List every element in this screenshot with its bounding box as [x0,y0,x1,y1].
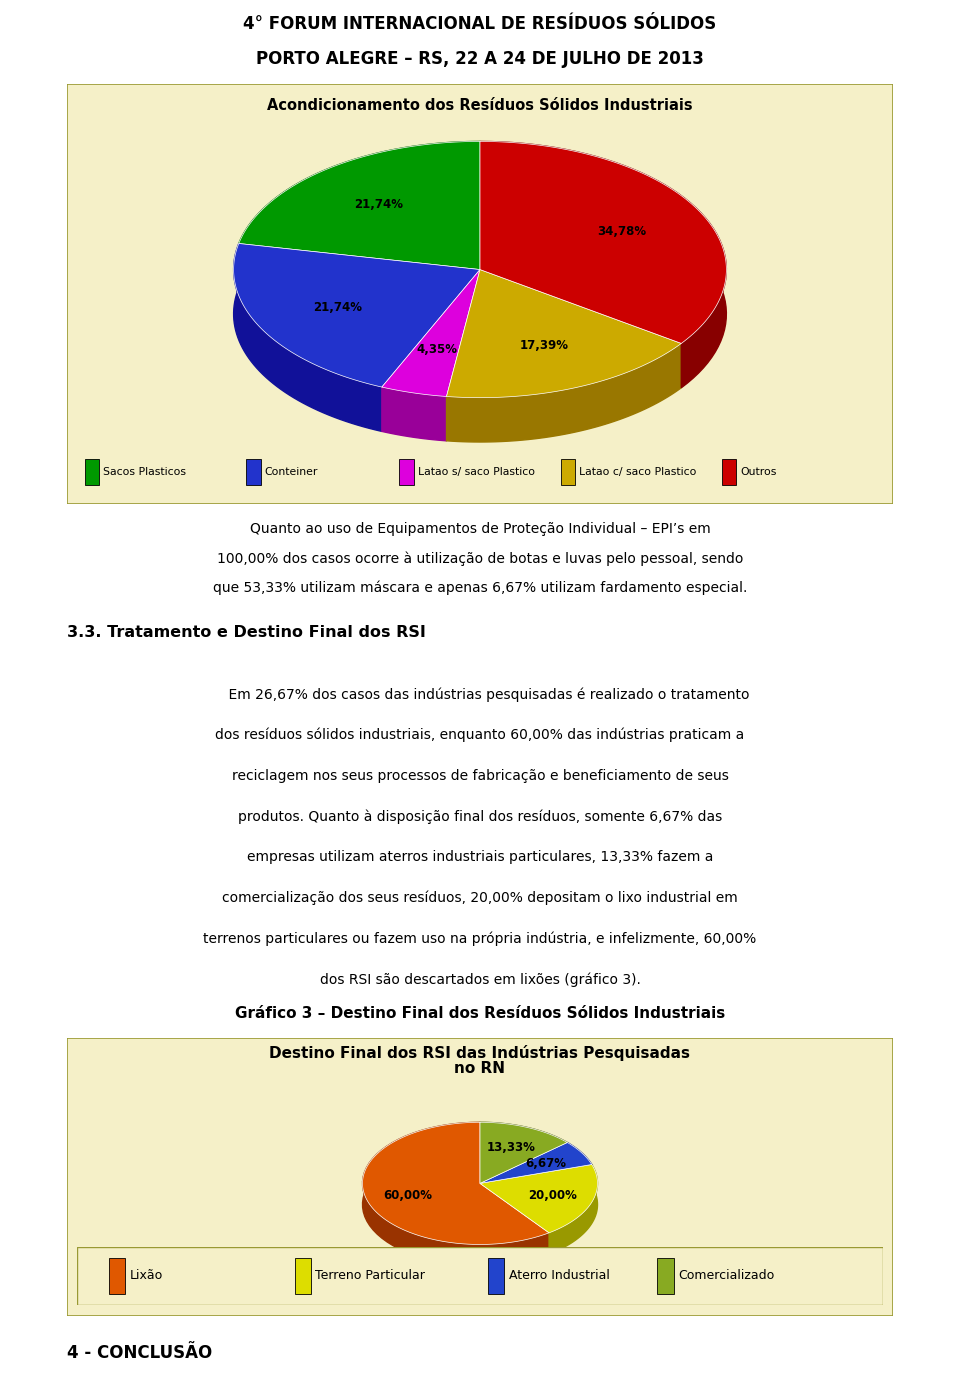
Text: PORTO ALEGRE – RS, 22 A 24 DE JULHO DE 2013: PORTO ALEGRE – RS, 22 A 24 DE JULHO DE 2… [256,50,704,68]
Text: reciclagem nos seus processos de fabricação e beneficiamento de seus: reciclagem nos seus processos de fabrica… [231,769,729,783]
FancyBboxPatch shape [67,1038,893,1316]
Text: no RN: no RN [454,1061,506,1077]
FancyBboxPatch shape [67,84,893,504]
Text: 4,35%: 4,35% [417,343,457,357]
Polygon shape [363,1123,549,1244]
Bar [295,1258,311,1294]
Bar [246,458,261,485]
Text: comercialização dos seus resíduos, 20,00% depositam o lixo industrial em: comercialização dos seus resíduos, 20,00… [222,892,738,905]
Polygon shape [480,1123,567,1163]
Bar [109,1258,125,1294]
Text: 100,00% dos casos ocorre à utilização de botas e luvas pelo pessoal, sendo: 100,00% dos casos ocorre à utilização de… [217,552,743,566]
Text: 34,78%: 34,78% [598,224,647,238]
Polygon shape [480,142,727,344]
Text: Quanto ao uso de Equipamentos de Proteção Individual – EPI’s em: Quanto ao uso de Equipamentos de Proteçã… [250,522,710,536]
Polygon shape [480,142,727,387]
Polygon shape [363,1123,549,1266]
Text: dos resíduos sólidos industriais, enquanto 60,00% das indústrias praticam a: dos resíduos sólidos industriais, enquan… [215,729,745,742]
Text: Gráfico 3 – Destino Final dos Resíduos Sólidos Industriais: Gráfico 3 – Destino Final dos Resíduos S… [235,1006,725,1021]
Text: 4 - CONCLUSÃO: 4 - CONCLUSÃO [67,1344,212,1361]
Text: dos RSI são descartados em lixões (gráfico 3).: dos RSI são descartados em lixões (gráfi… [320,972,640,986]
Text: Comercializado: Comercializado [679,1269,775,1283]
FancyBboxPatch shape [77,1247,883,1305]
Text: Outros: Outros [740,467,777,478]
Text: Latao c/ saco Plastico: Latao c/ saco Plastico [579,467,697,478]
Text: 17,39%: 17,39% [519,340,568,352]
Text: 60,00%: 60,00% [383,1190,432,1202]
Bar [399,458,414,485]
Text: produtos. Quanto à disposição final dos resíduos, somente 6,67% das: produtos. Quanto à disposição final dos … [238,809,722,823]
Text: 13,33%: 13,33% [487,1141,536,1153]
Text: Aterro Industrial: Aterro Industrial [509,1269,610,1283]
Text: empresas utilizam aterros industriais particulares, 13,33% fazem a: empresas utilizam aterros industriais pa… [247,850,713,865]
Text: 4° FORUM INTERNACIONAL DE RESÍDUOS SÓLIDOS: 4° FORUM INTERNACIONAL DE RESÍDUOS SÓLID… [244,15,716,32]
Text: 21,74%: 21,74% [354,198,403,212]
Text: que 53,33% utilizam máscara e apenas 6,67% utilizam fardamento especial.: que 53,33% utilizam máscara e apenas 6,6… [213,581,747,595]
Bar [84,458,100,485]
Polygon shape [239,142,480,270]
Text: Acondicionamento dos Resíduos Sólidos Industriais: Acondicionamento dos Resíduos Sólidos In… [267,99,693,113]
Text: 3.3. Tratamento e Destino Final dos RSI: 3.3. Tratamento e Destino Final dos RSI [67,625,426,639]
Text: 21,74%: 21,74% [313,301,362,315]
Polygon shape [382,270,480,397]
Polygon shape [480,1142,591,1184]
Text: Sacos Plasticos: Sacos Plasticos [104,467,186,478]
Bar [658,1258,674,1294]
Text: terrenos particulares ou fazem uso na própria indústria, e infelizmente, 60,00%: terrenos particulares ou fazem uso na pr… [204,932,756,946]
Polygon shape [233,244,480,387]
Text: Terreno Particular: Terreno Particular [316,1269,425,1283]
Text: 20,00%: 20,00% [528,1190,577,1202]
Text: 6,67%: 6,67% [526,1158,566,1170]
Polygon shape [446,344,682,442]
Text: Lixão: Lixão [130,1269,163,1283]
Polygon shape [446,270,682,397]
Text: Conteiner: Conteiner [265,467,318,478]
Text: Em 26,67% dos casos das indústrias pesquisadas é realizado o tratamento: Em 26,67% dos casos das indústrias pesqu… [211,687,749,702]
Polygon shape [549,1165,597,1254]
Bar [722,458,736,485]
Text: Destino Final dos RSI das Indústrias Pesquisadas: Destino Final dos RSI das Indústrias Pes… [270,1045,690,1060]
Polygon shape [567,1142,591,1185]
Text: Latao s/ saco Plastico: Latao s/ saco Plastico [418,467,535,478]
Polygon shape [480,1165,597,1233]
Polygon shape [382,387,446,440]
Polygon shape [480,1123,567,1184]
Bar [488,1258,504,1294]
Polygon shape [233,244,382,432]
Polygon shape [239,142,480,288]
Bar [561,458,575,485]
